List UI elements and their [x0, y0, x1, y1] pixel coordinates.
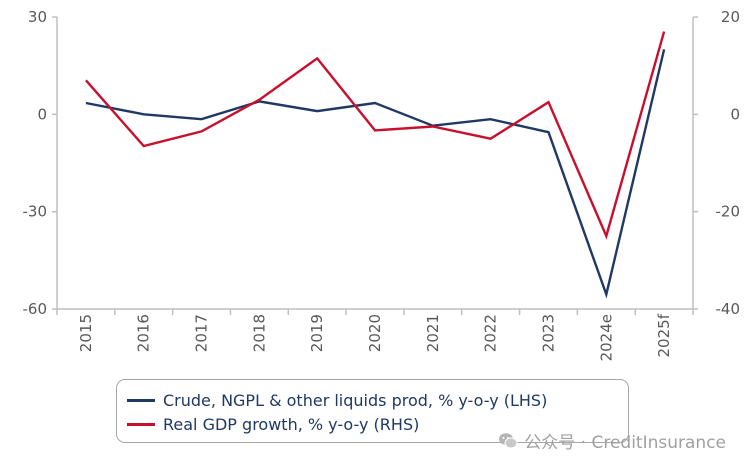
legend-swatch-gdp	[127, 422, 155, 426]
x-tick-label: 2025f	[655, 313, 673, 357]
series-lines	[84, 31, 666, 299]
legend: Crude, NGPL & other liquids prod, % y-o-…	[116, 379, 629, 443]
left-tick-label: -30	[23, 203, 48, 221]
left-axis-ticks: 30 0 -30 -60	[23, 8, 57, 318]
x-tick-label: 2021	[424, 314, 442, 352]
x-axis-ticks: 2015 2016 2017 2018 2019 2020 2021 2022 2023 2024…	[56, 309, 694, 361]
x-tick-label: 2020	[366, 314, 384, 352]
x-tick-label: 2019	[308, 314, 326, 352]
series-line-liquids	[85, 49, 666, 299]
chart-axes	[56, 17, 694, 310]
legend-item-gdp: Real GDP growth, % y-o-y (RHS)	[127, 413, 419, 435]
right-tick-label: -20	[716, 203, 741, 221]
x-tick-label: 2017	[193, 314, 211, 352]
legend-label-liquids: Crude, NGPL & other liquids prod, % y-o-…	[163, 390, 548, 410]
watermark: 公众号 · CreditInsurance	[498, 428, 726, 453]
x-tick-label: 2016	[135, 314, 153, 352]
left-tick-label: 0	[37, 105, 47, 123]
right-tick-label: 20	[721, 8, 740, 26]
legend-label-gdp: Real GDP growth, % y-o-y (RHS)	[163, 414, 420, 434]
right-axis-ticks: 20 0 -20 -40	[693, 8, 740, 318]
right-tick-label: -40	[716, 300, 741, 318]
x-tick-label: 2023	[539, 314, 557, 352]
series-line-gdp	[84, 31, 666, 240]
x-tick-label: 2022	[482, 314, 500, 352]
legend-swatch-liquids	[127, 398, 155, 402]
legend-item-liquids: Crude, NGPL & other liquids prod, % y-o-…	[127, 389, 547, 411]
watermark-text: 公众号 · CreditInsurance	[524, 433, 726, 453]
x-tick-label: 2018	[250, 314, 268, 352]
left-tick-label: 30	[28, 8, 47, 26]
x-tick-label: 2015	[77, 314, 95, 352]
x-tick-label: 2024e	[597, 314, 615, 361]
left-tick-label: -60	[23, 300, 48, 318]
right-tick-label: 0	[730, 105, 740, 123]
wechat-icon	[499, 432, 518, 448]
